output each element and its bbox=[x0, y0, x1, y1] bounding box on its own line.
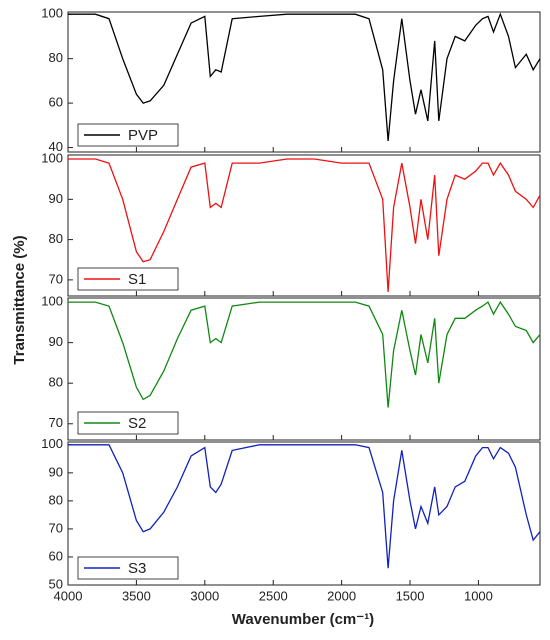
y-tick-label: 80 bbox=[49, 492, 63, 507]
legend-label: S2 bbox=[128, 415, 146, 432]
legend-box bbox=[77, 556, 179, 580]
panel-frame bbox=[67, 11, 541, 153]
x-tick-label: 4000 bbox=[54, 588, 83, 603]
spectrum-line bbox=[68, 158, 541, 293]
panel-frame bbox=[67, 297, 541, 441]
spectrum-line bbox=[68, 12, 541, 141]
y-tick-label: 100 bbox=[41, 436, 63, 451]
x-tick-label: 1500 bbox=[396, 588, 425, 603]
x-tick-label: 2000 bbox=[327, 588, 356, 603]
y-tick-label: 40 bbox=[49, 139, 63, 154]
y-tick-label: 70 bbox=[49, 415, 63, 430]
y-tick-label: 100 bbox=[41, 293, 63, 308]
panel-frame bbox=[67, 154, 541, 297]
y-tick-label: 80 bbox=[49, 375, 63, 390]
y-tick-label: 80 bbox=[49, 50, 63, 65]
x-axis-label: Wavenumber (cm⁻¹) bbox=[232, 611, 374, 628]
y-tick-label: 70 bbox=[49, 271, 63, 286]
y-tick-label: 50 bbox=[49, 576, 63, 591]
panel-frame bbox=[67, 441, 541, 586]
legend-label: PVP bbox=[128, 127, 158, 144]
y-tick-label: 90 bbox=[49, 334, 63, 349]
x-tick-label: 3000 bbox=[190, 588, 219, 603]
y-tick-label: 80 bbox=[49, 231, 63, 246]
legend-box bbox=[77, 267, 179, 291]
y-tick-label: 100 bbox=[41, 6, 63, 21]
x-tick-label: 3500 bbox=[122, 588, 151, 603]
y-tick-label: 60 bbox=[49, 95, 63, 110]
legend-label: S3 bbox=[128, 560, 146, 577]
spectrum-line bbox=[68, 444, 541, 569]
y-tick-label: 60 bbox=[49, 548, 63, 563]
y-tick-label: 70 bbox=[49, 520, 63, 535]
legend-box bbox=[77, 411, 179, 435]
x-tick-label: 1000 bbox=[464, 588, 493, 603]
y-axis-label: Transmittance (%) bbox=[11, 235, 28, 364]
y-tick-label: 100 bbox=[41, 150, 63, 165]
legend-label: S1 bbox=[128, 271, 146, 288]
y-tick-label: 90 bbox=[49, 191, 63, 206]
y-tick-label: 90 bbox=[49, 464, 63, 479]
legend-box bbox=[77, 123, 179, 147]
spectrum-line bbox=[68, 300, 541, 408]
x-tick-label: 2500 bbox=[259, 588, 288, 603]
